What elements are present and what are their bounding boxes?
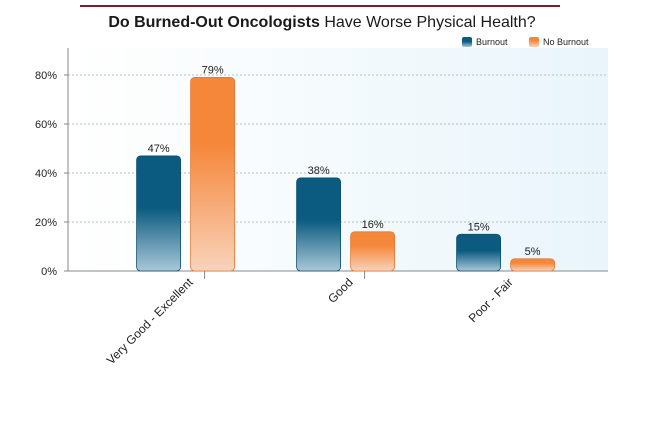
data-label: 47%: [148, 143, 170, 155]
x-tick-label: Very Good - Excellent: [104, 275, 196, 367]
x-tick-label: Poor - Fair: [466, 275, 516, 325]
bar-no-burnout: [190, 77, 236, 272]
y-tick-label: 40%: [35, 168, 57, 180]
data-label: 15%: [468, 221, 490, 233]
legend-label-no-burnout: No Burnout: [543, 37, 589, 47]
x-axis-separators: [204, 271, 366, 279]
data-label: 79%: [202, 64, 224, 76]
chart-title-rest: Have Worse Physical Health?: [320, 14, 536, 31]
y-tick-label: 0%: [41, 266, 57, 278]
data-labels: 47% 79% 38% 16% 15% 5%: [148, 64, 541, 257]
bar-no-burnout: [510, 258, 556, 272]
chart-title: Do Burned-Out Oncologists Have Worse Phy…: [108, 14, 535, 31]
legend-label-burnout: Burnout: [476, 37, 508, 47]
legend-swatch-burnout: [462, 37, 472, 47]
data-label: 16%: [362, 219, 384, 231]
y-tick-label: 80%: [35, 70, 57, 82]
data-label: 38%: [308, 165, 330, 177]
bar-burnout: [456, 233, 502, 272]
bars: [136, 77, 556, 272]
data-label: 5%: [525, 246, 541, 258]
bar-burnout: [136, 155, 182, 272]
chart-title-bold: Do Burned-Out Oncologists: [108, 14, 320, 31]
x-axis-tick-labels: Very Good - Excellent Good Poor - Fair: [104, 275, 516, 367]
bar-burnout: [296, 177, 342, 272]
bar-no-burnout: [350, 231, 396, 272]
x-tick-label: Good: [325, 275, 356, 306]
legend: Burnout No Burnout: [462, 37, 589, 47]
y-tick-label: 20%: [35, 217, 57, 229]
y-tick-label: 60%: [35, 119, 57, 131]
legend-swatch-no-burnout: [529, 37, 539, 47]
y-axis: 0% 20% 40% 60% 80%: [35, 70, 68, 278]
